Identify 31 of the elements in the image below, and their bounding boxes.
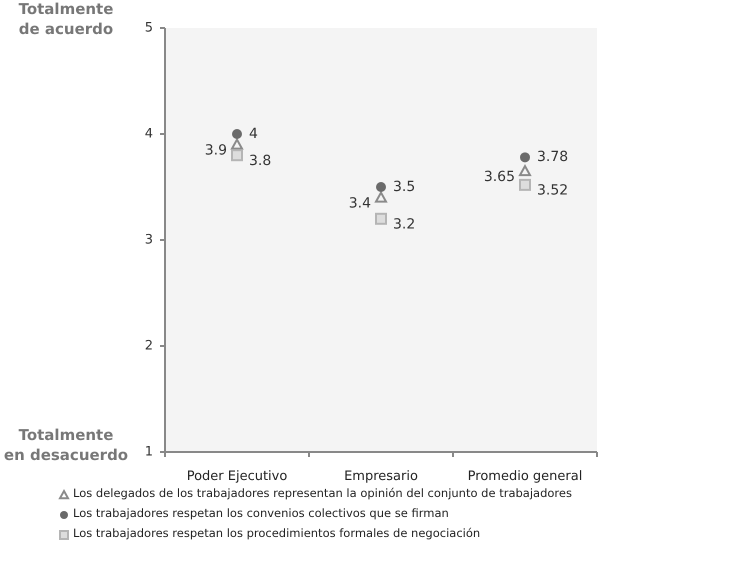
data-label: 3.8: [249, 153, 272, 170]
data-label: 3.9: [204, 142, 227, 158]
point: [375, 192, 387, 203]
point: [232, 129, 242, 139]
y-tick-label: 4: [144, 126, 153, 142]
point: [519, 178, 531, 191]
data-label: 3.4: [348, 195, 372, 212]
data-label: 3.52: [537, 182, 568, 199]
point: [231, 138, 243, 150]
text: Totalmente de acuerdo: [18, 0, 114, 38]
legend-label: Los delegados de los trabajadores representan la opinión del conjunto de trabajadores: [73, 486, 572, 500]
data-label: 4: [249, 126, 258, 142]
x-tick-label: Promedio general: [468, 469, 582, 484]
y-tick-label: 2: [144, 338, 153, 354]
y-tick-label: 5: [144, 20, 153, 36]
point: [519, 165, 531, 176]
x-tick-label: Empresario: [344, 469, 418, 484]
point: [375, 212, 387, 225]
x-tick-label: Poder Ejecutivo: [186, 469, 288, 484]
y-tick-label: 3: [144, 232, 153, 248]
data-label: 3.65: [484, 168, 515, 185]
y-tick-label: 1: [144, 444, 153, 460]
point: [231, 149, 243, 162]
legend-label: Los trabajadores respetan los convenios colectivos que se firman: [73, 506, 449, 520]
point: [520, 152, 530, 162]
legend-label: Los trabajadores respetan los procedimientos formales de negociación: [73, 526, 480, 540]
text: Totalmente en desacuerdo: [4, 426, 128, 464]
data-label: 3.78: [537, 149, 568, 166]
point: [376, 182, 386, 192]
data-label: 3.2: [393, 216, 416, 233]
data-label: 3.5: [393, 178, 416, 195]
